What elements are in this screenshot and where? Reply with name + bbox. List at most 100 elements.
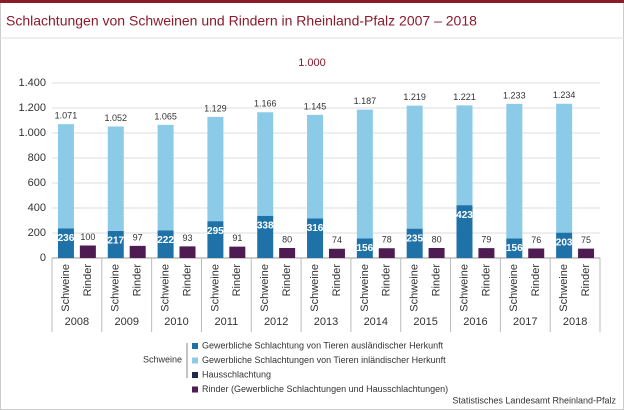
sub-tick-label: Rinder — [480, 264, 492, 297]
bar-segment — [428, 248, 445, 258]
bar-segment — [506, 103, 523, 239]
bar-segment — [257, 215, 274, 258]
sub-tick-label: Schweine — [110, 264, 122, 312]
y-tick-label: 200 — [28, 227, 46, 239]
bar-label: 78 — [382, 235, 392, 245]
bar-segment — [157, 124, 174, 231]
sub-tick-label: Schweine — [558, 264, 570, 312]
sub-tick-label: Rinder — [231, 264, 243, 297]
bar-segment — [79, 245, 96, 258]
bar-segment — [107, 230, 124, 258]
bar-label: 80 — [282, 234, 292, 244]
bar-label: 156 — [506, 243, 523, 254]
bar-segment — [478, 248, 495, 258]
bar-label: 74 — [332, 235, 342, 245]
bar-label: 79 — [481, 235, 491, 245]
sub-tick-label: Rinder — [431, 264, 443, 297]
bar-label: 235 — [406, 233, 423, 244]
bar-segment — [179, 246, 196, 258]
bar-segment — [129, 245, 146, 258]
sub-tick-label: Rinder — [281, 264, 293, 297]
bar-label: 76 — [531, 235, 541, 245]
sub-tick-label: Rinder — [181, 264, 193, 297]
x-tick-label: 2012 — [264, 316, 288, 328]
sub-tick-label: Schweine — [409, 264, 421, 312]
unit-label: 1.000 — [298, 57, 326, 69]
total-label: 1.219 — [403, 92, 426, 102]
total-label: 1.234 — [553, 90, 576, 100]
bar-label: 423 — [456, 210, 473, 221]
y-tick-label: 400 — [28, 202, 46, 214]
bar-segment — [257, 112, 274, 216]
x-tick-label: 2008 — [65, 316, 89, 328]
legend-label: Hausschlachtung — [202, 369, 271, 379]
sub-tick-label: Rinder — [331, 264, 343, 297]
bar-label: 93 — [182, 233, 192, 243]
sub-tick-label: Rinder — [530, 264, 542, 297]
bar-segment — [356, 238, 373, 258]
bar-label: 75 — [581, 235, 591, 245]
bar-segment — [229, 246, 246, 258]
bar-segment — [279, 248, 296, 258]
bar-label: 100 — [80, 232, 95, 242]
bar-segment — [578, 248, 595, 258]
total-label: 1.233 — [503, 90, 526, 100]
bar-segment — [57, 228, 74, 258]
x-tick-label: 2009 — [114, 316, 138, 328]
total-label: 1.221 — [453, 92, 476, 102]
legend-swatch — [192, 386, 198, 393]
bar-segment — [207, 221, 224, 258]
bar-segment — [406, 105, 423, 229]
legend-label: Rinder (Gewerbliche Schlachtungen und Ha… — [202, 384, 448, 394]
legend-swatch — [192, 343, 198, 349]
total-label: 1.166 — [254, 99, 277, 109]
x-tick-label: 2018 — [563, 316, 587, 328]
bar-label: 217 — [107, 236, 124, 247]
legend-swatch — [192, 372, 198, 378]
bar-segment — [328, 248, 345, 258]
sub-tick-label: Schweine — [309, 264, 321, 312]
sub-tick-label: Schweine — [359, 264, 371, 312]
y-tick-label: 1.000 — [18, 127, 46, 139]
bar-segment — [157, 230, 174, 258]
bar-segment — [506, 238, 523, 258]
bar-segment — [456, 105, 473, 206]
y-tick-label: 1.200 — [18, 102, 46, 114]
bar-segment — [207, 116, 224, 222]
legend-label: Gewerbliche Schlachtungen von Tieren inl… — [202, 355, 446, 365]
bar-segment — [307, 114, 324, 219]
sub-tick-label: Schweine — [159, 264, 171, 312]
x-tick-label: 2011 — [215, 316, 239, 328]
bar-segment — [406, 228, 423, 258]
legend-group-label: Schweine — [143, 354, 182, 364]
x-tick-label: 2010 — [164, 316, 188, 328]
sub-tick-label: Schweine — [508, 264, 520, 312]
y-tick-label: 0 — [40, 252, 46, 264]
bar-label: 203 — [556, 237, 573, 248]
sub-tick-label: Schweine — [209, 264, 221, 312]
bar-label: 222 — [157, 235, 174, 246]
bar-segment — [528, 248, 545, 258]
x-tick-label: 2017 — [513, 316, 537, 328]
bar-segment — [356, 109, 373, 239]
x-tick-label: 2015 — [413, 316, 437, 328]
sub-tick-label: Schweine — [60, 264, 72, 312]
bar-segment — [456, 205, 473, 258]
total-label: 1.065 — [154, 111, 177, 121]
bar-label: 236 — [58, 233, 75, 244]
y-tick-label: 1.400 — [18, 77, 46, 89]
bar-segment — [107, 126, 124, 231]
bar-segment — [307, 218, 324, 258]
legend-label: Gewerbliche Schlachtung von Tieren auslä… — [202, 340, 444, 350]
bar-segment — [556, 103, 573, 233]
total-label: 1.071 — [55, 111, 78, 121]
bar-label: 91 — [232, 233, 242, 243]
bar-label: 80 — [432, 234, 442, 244]
y-tick-label: 800 — [28, 152, 46, 164]
bar-label: 295 — [207, 226, 224, 237]
bar-label: 156 — [357, 243, 374, 254]
bar-label: 97 — [133, 232, 143, 242]
bar-label: 316 — [307, 223, 324, 234]
source: Statistisches Landesamt Rheinland-Pfalz — [452, 395, 616, 405]
